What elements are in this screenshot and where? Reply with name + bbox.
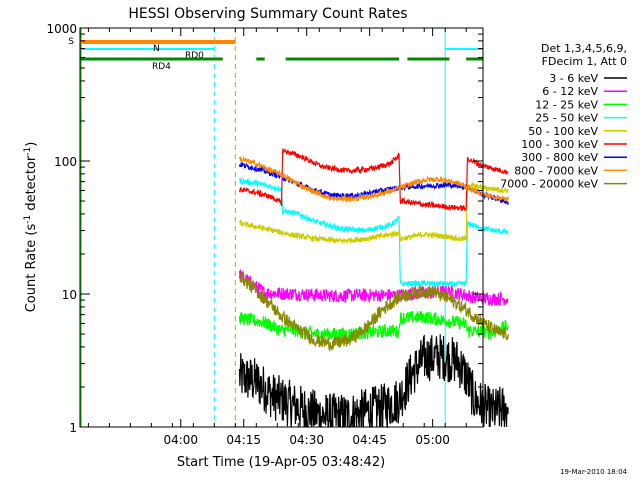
legend-label-0: 3 - 6 keV	[549, 72, 598, 85]
footer-date: 19-Mar-2010 18:04	[560, 468, 627, 476]
series-line-7	[238, 155, 509, 204]
flag-label-n: N	[153, 44, 160, 54]
flag-label-rd0: RD0	[185, 51, 204, 61]
legend-label-4: 50 - 100 keV	[528, 125, 598, 138]
series-line-6	[238, 161, 509, 205]
axis-layer: 04:00 04:15 04:30 04:45 05:00 1 10 100 1000	[46, 22, 483, 447]
x-axis-label: Start Time (19-Apr-05 03:48:42)	[177, 455, 385, 470]
y-tick-label-2: 100	[54, 155, 77, 169]
legend-label-5: 100 - 300 keV	[521, 138, 598, 151]
y-tick-label-1: 10	[62, 288, 77, 302]
chart-title: HESSI Observing Summary Count Rates	[128, 6, 407, 22]
legend-label-6: 300 - 800 keV	[521, 151, 598, 164]
flag-label-rd4: RD4	[152, 62, 171, 72]
flag-and-marker-layer: S N RD0 RD4	[68, 28, 483, 427]
legend-label-7: 800 - 7000 keV	[514, 164, 598, 177]
series-line-2	[238, 311, 509, 342]
legend-label-8: 7000 - 20000 keV	[500, 178, 598, 191]
series-line-5	[238, 148, 509, 213]
plot-frame	[79, 27, 484, 428]
legend-label-3: 25 - 50 keV	[535, 112, 598, 125]
legend-label-2: 12 - 25 keV	[535, 98, 598, 111]
legend-header-line-1: Det 1,3,4,5,6,9,	[541, 42, 627, 55]
x-tick-label-4: 05:00	[415, 433, 450, 447]
y-axis-label: Count Rate (s-1 detector-1)	[23, 142, 39, 313]
y-axis-label-part-2: detector	[24, 155, 39, 215]
x-tick-label-0: 04:00	[163, 433, 198, 447]
x-tick-label-1: 04:15	[226, 433, 261, 447]
legend-header-line-2: FDecim 1, Att 0	[542, 55, 627, 68]
series-line-8	[238, 271, 509, 352]
series-line-1	[238, 269, 509, 307]
legend: Det 1,3,4,5,6,9, FDecim 1, Att 0 3 - 6 k…	[500, 42, 627, 191]
y-tick-label-3: 1000	[46, 22, 77, 36]
flag-label-s: S	[68, 37, 74, 47]
y-axis-label-part-1: Count Rate (s	[24, 224, 39, 313]
y-axis-label-sup-2: -1	[23, 147, 33, 156]
series-line-3	[238, 176, 509, 288]
series-line-4	[238, 181, 509, 245]
y-tick-label-0: 1	[69, 421, 77, 435]
legend-label-1: 6 - 12 keV	[542, 85, 598, 98]
series-layer	[238, 148, 509, 429]
x-tick-label-3: 04:45	[352, 433, 387, 447]
y-axis-label-sup-1: -1	[23, 215, 33, 224]
series-line-0	[238, 334, 509, 429]
x-tick-label-2: 04:30	[289, 433, 324, 447]
y-axis-label-part-3: )	[24, 142, 39, 147]
